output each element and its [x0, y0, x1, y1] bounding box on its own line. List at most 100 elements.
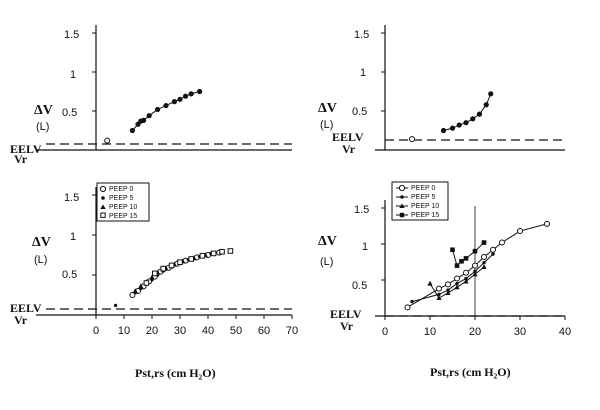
- y-axis-label: ΔV: [318, 101, 337, 116]
- panel-top-right: ΔV (L) EELV Vr 1.5 1 0.5: [318, 25, 565, 156]
- data-point: [445, 281, 451, 288]
- x-tick-label: 30: [174, 325, 186, 337]
- x-tick-label: 70: [286, 325, 298, 337]
- data-point: [149, 274, 155, 280]
- eelv-label: EELV: [332, 130, 364, 144]
- data-point: [219, 249, 225, 255]
- data-point: [132, 288, 138, 293]
- data-point: [188, 256, 194, 262]
- data-point: [473, 269, 477, 274]
- y-tick-label: 1: [70, 231, 76, 243]
- data-point: [410, 299, 414, 304]
- series-line: [132, 91, 200, 131]
- y-axis-unit: (L): [320, 119, 333, 131]
- data-point: [481, 264, 487, 270]
- data-point: [437, 292, 441, 297]
- data-point: [470, 116, 476, 122]
- data-point: [481, 240, 487, 245]
- data-point: [440, 127, 447, 134]
- data-point: [488, 91, 494, 97]
- legend-label: PEEP 0: [109, 186, 133, 193]
- data-point: [446, 288, 450, 292]
- data-point: [454, 284, 460, 290]
- x-tick-label: 50: [230, 325, 242, 337]
- y-axis-label: ΔV: [34, 103, 53, 118]
- data-point: [455, 281, 459, 286]
- data-point: [491, 252, 495, 256]
- data-point: [146, 113, 152, 119]
- panel-bottom-left: ΔV (L) EELV Vr 1.5 1 0.5 Pst,rs (cm H₂O)…: [10, 182, 298, 380]
- vr-label: Vr: [340, 319, 354, 333]
- data-point: [163, 102, 169, 109]
- legend-marker: [99, 185, 107, 193]
- data-point: [449, 125, 456, 131]
- y-axis-label: ΔV: [32, 235, 51, 250]
- legend: PEEP 0 PEEP 5 PEEP 10 PEEP 15: [391, 181, 449, 221]
- x-tick-label: 10: [424, 326, 436, 338]
- data-point: [409, 136, 415, 143]
- data-point: [490, 246, 496, 253]
- data-point: [454, 275, 460, 282]
- y-tick-label: 1.5: [354, 204, 369, 216]
- data-point: [436, 285, 442, 292]
- data-point: [155, 106, 161, 113]
- data-point: [472, 271, 478, 277]
- data-point: [483, 102, 489, 108]
- data-point: [463, 256, 469, 261]
- y-axis-unit: (L): [320, 256, 333, 268]
- x-axis-label: Pst,rs (cm H₂O): [135, 366, 216, 380]
- data-point: [463, 269, 469, 276]
- data-point: [129, 292, 136, 298]
- eelv-label: EELV: [10, 301, 42, 315]
- data-point: [138, 283, 144, 289]
- x-tick-label: 30: [514, 326, 526, 338]
- y-tick-label: 0.5: [62, 107, 77, 119]
- legend-marker: [399, 212, 405, 218]
- data-point: [129, 127, 135, 134]
- eelv-label: EELV: [330, 307, 362, 321]
- panel-bottom-right: ΔV (L) EELV Vr 1.5 1 0.5 Pst,rs (cm H₂O)…: [318, 181, 571, 379]
- data-point: [141, 117, 147, 123]
- data-point: [404, 304, 411, 311]
- data-point: [199, 253, 206, 259]
- data-point: [464, 276, 468, 281]
- legend-marker: [101, 196, 105, 200]
- data-point: [183, 93, 189, 99]
- data-point: [197, 88, 203, 95]
- y-axis-label: ΔV: [318, 234, 337, 249]
- x-tick-label: 40: [202, 325, 214, 337]
- x-tick-label: 10: [118, 325, 130, 337]
- x-tick-label: 20: [469, 326, 481, 338]
- data-point: [456, 122, 462, 128]
- data-point: [481, 253, 487, 260]
- data-point: [113, 303, 118, 308]
- data-point: [160, 265, 166, 272]
- data-point: [177, 96, 183, 102]
- legend-label: PEEP 5: [109, 195, 133, 202]
- data-point: [143, 280, 150, 286]
- data-point: [482, 261, 486, 265]
- data-point: [427, 280, 433, 286]
- legend-marker: [100, 212, 106, 218]
- vr-label: Vr: [14, 313, 28, 327]
- data-point: [463, 278, 469, 284]
- legend-label: PEEP 10: [109, 204, 137, 211]
- data-point: [517, 228, 523, 235]
- data-point: [188, 91, 194, 97]
- y-tick-label: 0.5: [352, 106, 367, 118]
- y-tick-label: 1: [362, 241, 368, 253]
- x-tick-label: 20: [146, 325, 158, 337]
- eelv-label: EELV: [10, 142, 42, 156]
- y-tick-label: 1.5: [354, 29, 369, 41]
- legend-marker: [100, 204, 106, 209]
- y-tick-label: 1.5: [64, 29, 79, 41]
- y-axis-unit: (L): [34, 254, 47, 266]
- x-tick-label: 0: [93, 325, 99, 337]
- legend-label: PEEP 5: [411, 194, 435, 201]
- data-point: [450, 247, 455, 253]
- x-tick-label: 60: [258, 325, 270, 337]
- data-point: [472, 262, 478, 269]
- data-point: [177, 259, 183, 265]
- data-point: [227, 248, 234, 254]
